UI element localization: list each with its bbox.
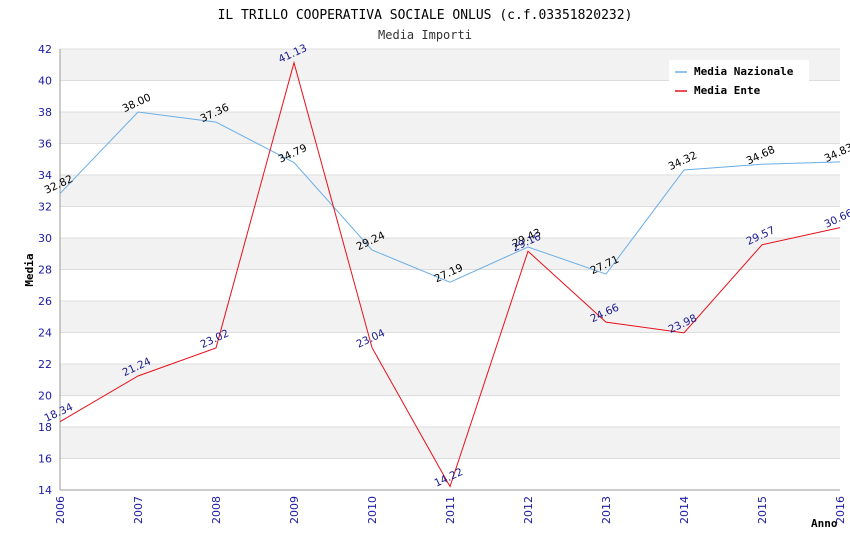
x-tick-label: 2008 [210,496,223,524]
series-lines [59,60,841,488]
x-tick-label: 2015 [756,496,769,524]
background-band [60,238,840,270]
x-tick-label: 2012 [522,496,535,524]
x-tick-label: 2016 [834,496,847,524]
y-tick-label: 30 [38,232,52,245]
y-tick-label: 16 [38,453,52,466]
background-band [60,364,840,396]
background-band [60,332,840,364]
background-band [60,206,840,238]
chart-title: IL TRILLO COOPERATIVA SOCIALE ONLUS (c.f… [218,8,633,23]
y-tick-label: 36 [38,138,52,151]
y-tick-label: 34 [38,169,52,182]
x-tick-label: 2009 [288,496,301,524]
background-band [60,269,840,301]
y-tick-labels: 14 16 18 20 22 24 26 28 30 32 34 36 38 40 42 [38,43,52,497]
y-tick-label: 38 [38,106,52,119]
y-tick-label: 42 [38,43,52,56]
x-tick-label: 2011 [444,496,457,524]
y-tick-label: 40 [38,75,52,88]
legend-box [669,60,809,102]
legend: Media Nazionale Media Ente [669,60,809,102]
y-tick-label: 28 [38,264,52,277]
legend-label-media-ente: Media Ente [694,84,761,97]
gridlines [60,48,840,491]
x-tick-labels: 2006 2007 2008 2009 2010 2011 2012 2013 2014 2015… [54,496,847,524]
y-tick-label: 20 [38,390,52,403]
y-tick-label: 18 [38,421,52,434]
x-tick-label: 2010 [366,496,379,524]
background-band [60,112,840,144]
series-line-media-ente [59,60,841,488]
background-band [60,143,840,175]
background-bands [60,49,840,490]
x-tick-label: 2006 [54,496,67,524]
series-line-media-nazionale [59,111,841,283]
legend-label-media-nazionale: Media Nazionale [694,65,794,78]
background-band [60,301,840,333]
x-axis-label: Anno [811,517,838,530]
background-band [60,458,840,490]
y-axis-label: Media [23,253,36,286]
y-tick-label: 14 [38,484,52,497]
background-band [60,427,840,459]
y-tick-label: 32 [38,201,52,214]
background-band [60,175,840,207]
background-band [60,395,840,427]
y-tick-label: 22 [38,358,52,371]
y-tick-label: 26 [38,295,52,308]
x-tick-label: 2007 [132,496,145,524]
chart-subtitle: Media Importi [378,28,472,42]
x-tick-label: 2013 [600,496,613,524]
y-tick-label: 24 [38,327,52,340]
x-tick-label: 2014 [678,496,691,524]
